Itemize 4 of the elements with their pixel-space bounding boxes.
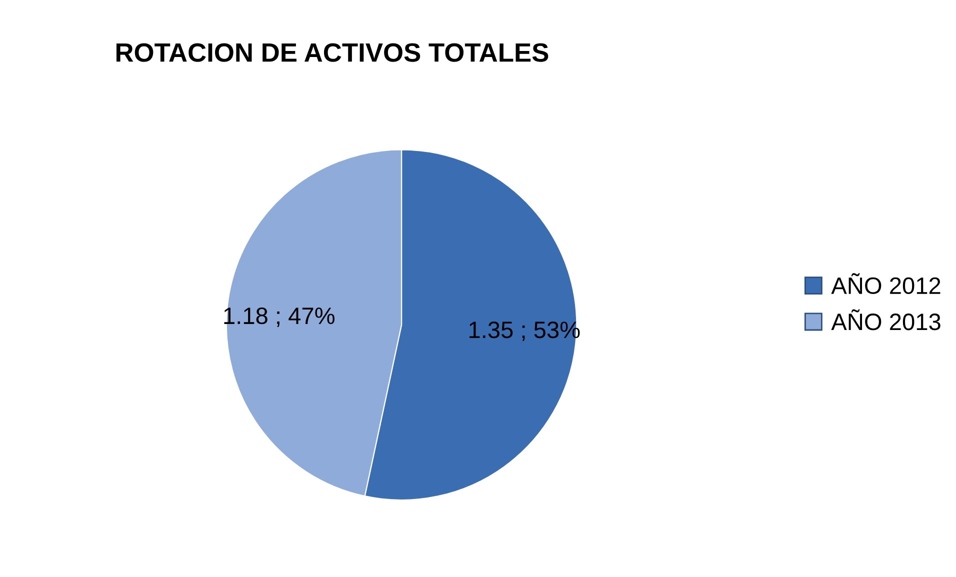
legend-label: AÑO 2012: [831, 273, 940, 294]
chart-title: ROTACION DE ACTIVOS TOTALES: [116, 43, 548, 62]
data-label: 1.18 ; 47%: [224, 307, 335, 327]
legend-label: AÑO 2013: [831, 309, 940, 330]
